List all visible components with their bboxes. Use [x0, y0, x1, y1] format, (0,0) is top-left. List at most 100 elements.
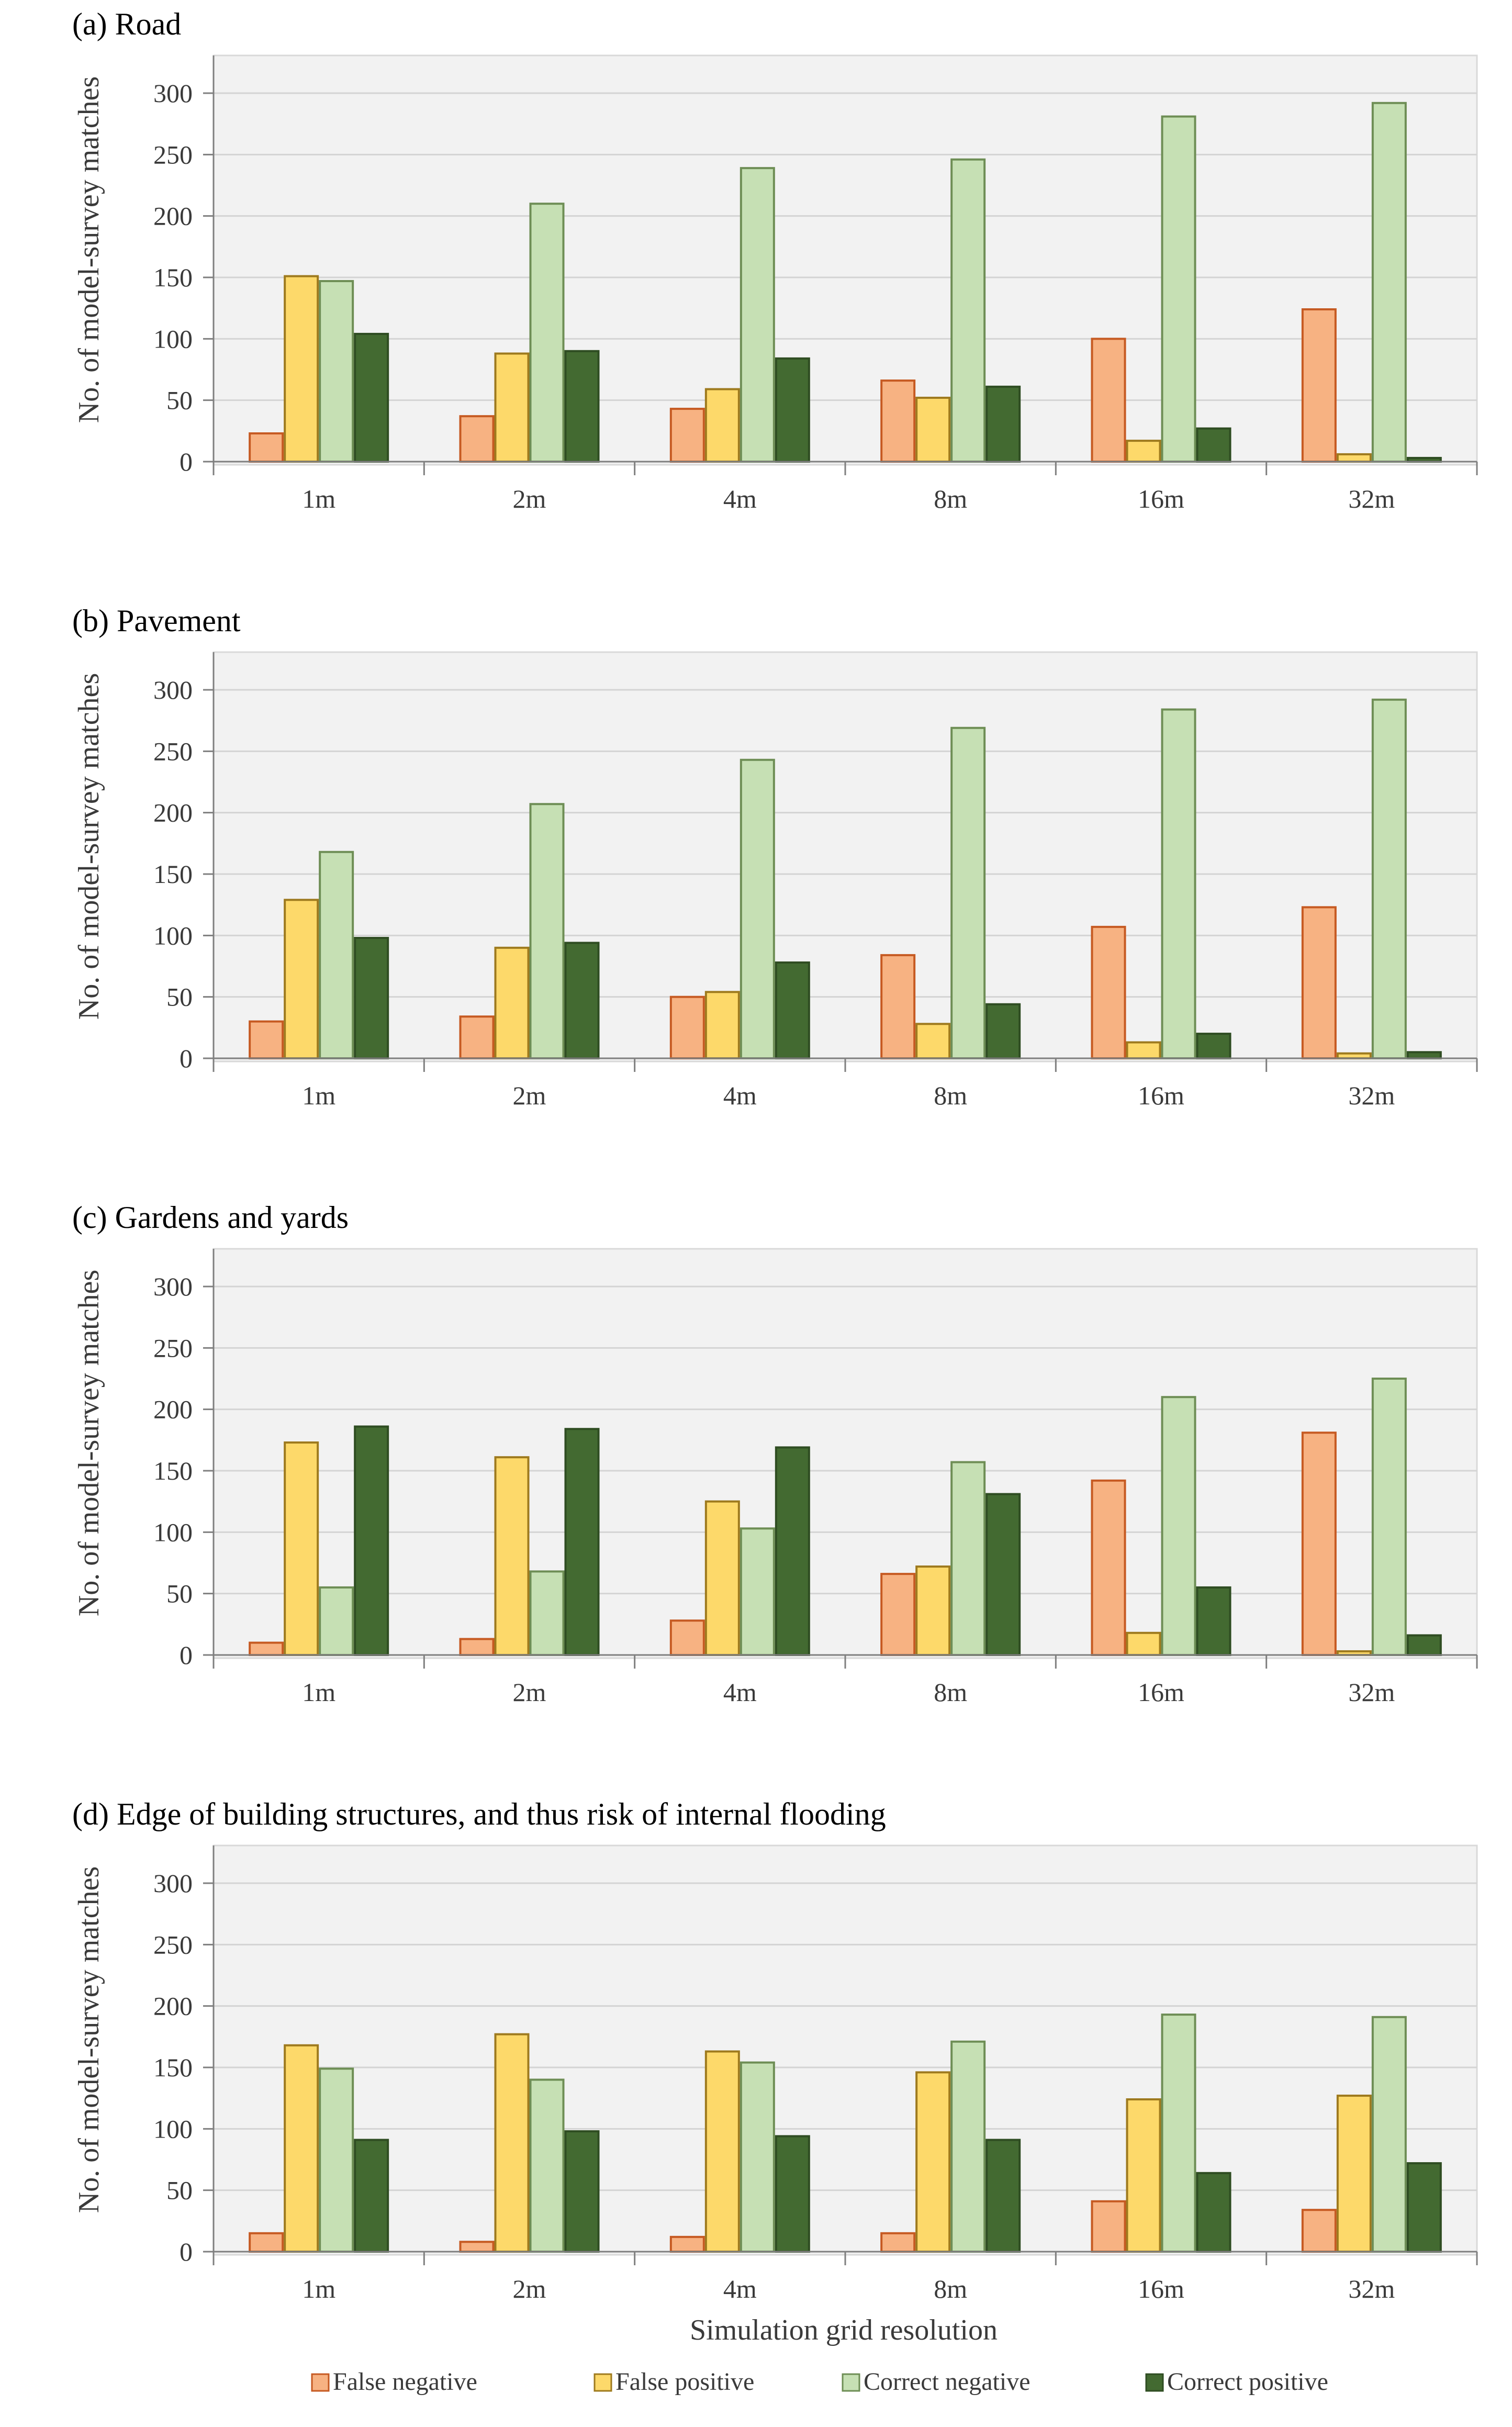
bar: [249, 1641, 284, 1657]
x-axis-label: Simulation grid resolution: [690, 2314, 998, 2346]
bar: [1196, 2172, 1231, 2253]
bar: [1196, 1586, 1231, 1657]
y-tick-label: 300: [153, 1272, 193, 1301]
bar: [1091, 1479, 1126, 1657]
legend-label: False positive: [615, 2368, 754, 2396]
bar: [985, 2139, 1021, 2253]
y-tick-label: 250: [153, 1333, 193, 1362]
bar: [669, 1619, 705, 1656]
bar: [459, 1015, 495, 1060]
x-tick-label: 8m: [934, 484, 967, 513]
bar: [1196, 1033, 1231, 1059]
bar: [950, 2040, 986, 2253]
bar: [1126, 440, 1161, 463]
bar: [915, 1565, 951, 1657]
y-tick-label: 0: [180, 1640, 193, 1670]
bar: [319, 2067, 354, 2253]
x-tick-label: 2m: [513, 484, 546, 513]
y-tick-label: 50: [166, 2176, 193, 2205]
bar: [1126, 1631, 1161, 1657]
bar: [1126, 2098, 1161, 2253]
panel-title: (a) Road: [72, 7, 181, 41]
x-tick-label: 1m: [302, 1677, 335, 1707]
bar: [249, 2232, 284, 2253]
x-tick-label: 32m: [1348, 2274, 1395, 2303]
y-axis-label: No. of model-survey matches: [73, 1270, 105, 1616]
plot-area: [212, 1844, 1478, 2256]
bar: [529, 203, 565, 463]
legend-swatch: [593, 2373, 612, 2392]
bar: [740, 1527, 775, 1656]
y-tick-label: 150: [153, 859, 193, 889]
bar: [740, 2061, 775, 2253]
y-tick-label: 250: [153, 736, 193, 766]
bar: [354, 1425, 389, 1657]
bar: [669, 996, 705, 1059]
bar: [985, 1003, 1021, 1060]
y-tick-label: 100: [153, 2114, 193, 2143]
bar: [1126, 1041, 1161, 1059]
bar: [459, 2241, 495, 2253]
bar: [494, 1456, 530, 1657]
bar: [1196, 427, 1231, 463]
bar: [1091, 925, 1126, 1059]
bar: [1161, 1396, 1196, 1656]
x-tick-label: 8m: [934, 1677, 967, 1707]
bar: [494, 352, 530, 463]
x-tick-label: 8m: [934, 1081, 967, 1110]
panel-gardens-and-yards: (c) Gardens and yards 0 50 100 150 200 250 300 N…: [72, 1200, 1478, 1707]
y-tick-label: 200: [153, 1992, 193, 2021]
bar: [880, 954, 916, 1059]
bar: [1301, 1431, 1337, 1657]
x-tick-label: 1m: [302, 484, 335, 513]
bar: [915, 2071, 951, 2253]
bar: [564, 1428, 600, 1657]
bar: [775, 961, 810, 1059]
bar: [1406, 2162, 1442, 2253]
panel-pavement: (b) Pavement 0 50 100 150 200 250 300 No. of mod…: [72, 603, 1478, 1110]
bar: [740, 758, 775, 1059]
bar: [775, 2135, 810, 2253]
x-tick-label: 1m: [302, 1081, 335, 1110]
bar: [1301, 308, 1337, 463]
plot-area: [212, 1248, 1478, 1659]
bar: [1336, 2094, 1372, 2253]
bar: [985, 385, 1021, 463]
legend-label: Correct positive: [1167, 2368, 1328, 2396]
bar: [459, 415, 495, 463]
y-tick-label: 50: [166, 1579, 193, 1608]
bar: [775, 357, 810, 463]
bar: [1371, 1378, 1407, 1656]
bar: [564, 2130, 600, 2253]
y-tick-label: 200: [153, 202, 193, 231]
bar: [249, 1020, 284, 1059]
bar: [1161, 708, 1196, 1059]
y-tick-label: 0: [180, 447, 193, 476]
panel-title: (d) Edge of building structures, and thu…: [72, 1797, 886, 1831]
x-tick-label: 32m: [1348, 484, 1395, 513]
y-tick-label: 50: [166, 386, 193, 415]
y-tick-label: 0: [180, 1044, 193, 1073]
bar: [915, 1023, 951, 1059]
panel-title: (c) Gardens and yards: [72, 1200, 349, 1235]
bar: [284, 2044, 319, 2253]
y-tick-label: 300: [153, 1869, 193, 1898]
bar: [880, 2232, 916, 2253]
x-tick-label: 4m: [723, 484, 757, 513]
bar: [319, 280, 354, 463]
x-tick-label: 16m: [1138, 484, 1184, 513]
y-axis-label: No. of model-survey matches: [73, 1866, 105, 2213]
bar: [354, 2139, 389, 2253]
x-tick-label: 8m: [934, 2274, 967, 2303]
x-tick-label: 1m: [302, 2274, 335, 2303]
bar: [950, 1461, 986, 1656]
bar: [529, 2078, 565, 2253]
bar: [494, 946, 530, 1060]
y-tick-label: 250: [153, 1930, 193, 1959]
bar: [459, 1638, 495, 1657]
bar: [1091, 338, 1126, 463]
bar: [704, 388, 740, 463]
plot-area: [212, 651, 1478, 1062]
x-tick-label: 16m: [1138, 1677, 1184, 1707]
x-tick-label: 32m: [1348, 1081, 1395, 1110]
